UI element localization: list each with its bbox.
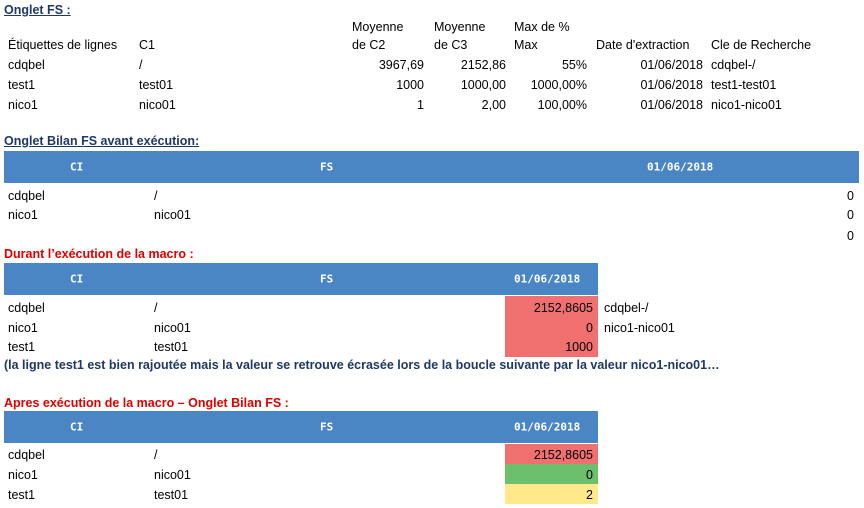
header-fs: FS (320, 420, 334, 434)
row-label: test1 (8, 78, 36, 92)
header-c1: C1 (139, 38, 155, 52)
section4-header-bar: CI FS 01/06/2018 (4, 411, 598, 443)
row-c3: 1000,00 (460, 78, 506, 92)
row-cle: test1-test01 (711, 78, 777, 92)
row-c1: nico01 (154, 468, 191, 482)
row-max: 55% (561, 58, 587, 72)
row-c2: 1 (417, 98, 424, 112)
row-c1: nico01 (154, 321, 191, 335)
row-key: cdqbel-/ (604, 301, 649, 315)
row-value: 2152,8605 (533, 448, 593, 462)
row-c3: 2,00 (481, 98, 506, 112)
row-cle: cdqbel-/ (711, 58, 756, 72)
section3-note: (la ligne test1 est bien rajoutée mais l… (4, 358, 720, 372)
row-label: test1 (8, 488, 36, 502)
row-value: 2 (586, 488, 593, 502)
row-c1: / (154, 301, 158, 315)
header-moy-c2-line2: de C2 (352, 38, 386, 52)
row-c1: / (154, 189, 158, 203)
header-date: Date d'extraction (596, 38, 690, 52)
row-label: nico1 (8, 208, 38, 222)
row-c3: 2152,86 (460, 58, 506, 72)
row-key: nico1-nico01 (604, 321, 675, 335)
header-fs: FS (320, 160, 334, 174)
highlight-green-cell (505, 464, 598, 484)
row-c1: test01 (154, 340, 189, 354)
header-cle: Cle de Recherche (711, 38, 812, 52)
row-max: 1000,00% (530, 78, 587, 92)
row-c1: nico01 (139, 98, 176, 112)
row-c2: 1000 (396, 78, 424, 92)
row-label: nico1 (8, 98, 38, 112)
row-max: 100,00% (537, 98, 587, 112)
highlight-red-block (505, 296, 598, 357)
row-value: 0 (586, 321, 593, 335)
header-moy-c3-line1: Moyenne (434, 20, 486, 34)
row-value: 0 (847, 208, 854, 222)
row-label: cdqbel (8, 58, 45, 72)
row-value: 0 (847, 229, 854, 243)
row-label: nico1 (8, 321, 38, 335)
header-moy-c2-line1: Moyenne (352, 20, 404, 34)
row-label: nico1 (8, 468, 38, 482)
header-date: 01/06/2018 (647, 160, 714, 174)
header-ci: CI (70, 272, 84, 286)
header-ci: CI (70, 160, 84, 174)
section2-title: Onglet Bilan FS avant exécution: (4, 134, 200, 148)
row-value: 0 (586, 468, 593, 482)
header-moy-c3-line2: de C3 (434, 38, 468, 52)
row-date: 01/06/2018 (640, 58, 703, 72)
header-max-line1: Max de % (514, 20, 570, 34)
row-c1: / (154, 448, 158, 462)
row-cle: nico1-nico01 (711, 98, 782, 112)
row-label: cdqbel (8, 448, 45, 462)
section2-header-bar: CI FS 01/06/2018 (4, 151, 859, 183)
row-label: cdqbel (8, 301, 45, 315)
section1-title: Onglet FS : (4, 3, 71, 17)
header-ci: CI (70, 420, 84, 434)
row-label: cdqbel (8, 189, 45, 203)
row-date: 01/06/2018 (640, 98, 703, 112)
highlight-red-cell (505, 444, 598, 464)
row-c1: / (139, 58, 143, 72)
section3-title: Durant l’exécution de la macro : (4, 247, 194, 261)
row-c1: test01 (154, 488, 189, 502)
row-c1: nico01 (154, 208, 191, 222)
row-value: 0 (847, 189, 854, 203)
row-value: 2152,8605 (533, 301, 593, 315)
row-c2: 3967,69 (378, 58, 424, 72)
row-date: 01/06/2018 (640, 78, 703, 92)
row-label: test1 (8, 340, 36, 354)
header-fs: FS (320, 272, 334, 286)
header-max-line2: Max (514, 38, 538, 52)
highlight-yellow-cell (505, 484, 598, 504)
section3-header-bar: CI FS 01/06/2018 (4, 263, 598, 295)
row-value: 1000 (565, 340, 593, 354)
header-etiquettes: Étiquettes de lignes (8, 38, 118, 52)
section4-title: Apres exécution de la macro – Onglet Bil… (4, 396, 289, 410)
header-date: 01/06/2018 (514, 420, 581, 434)
header-date: 01/06/2018 (514, 272, 581, 286)
row-c1: test01 (139, 78, 174, 92)
